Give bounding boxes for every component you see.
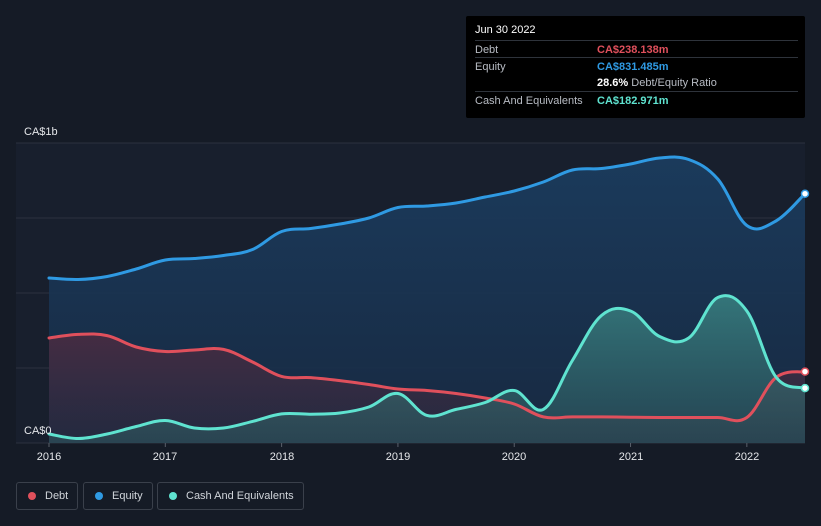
tooltip-row-equity: Equity CA$831.485m: [475, 57, 798, 75]
tooltip-debt-value: CA$238.138m: [597, 44, 669, 56]
legend-debt-label: Debt: [45, 490, 69, 502]
tooltip-row-ratio: 28.6% Debt/Equity Ratio: [475, 74, 798, 91]
x-tick-label: 2020: [501, 451, 527, 463]
legend-equity-dot: [95, 492, 103, 500]
x-tick-label: 2019: [385, 451, 411, 463]
tooltip-cash-label: Cash And Equivalents: [475, 95, 583, 107]
tooltip-row-cash: Cash And Equivalents CA$182.971m: [475, 91, 798, 109]
tooltip-cash-value: CA$182.971m: [597, 95, 669, 107]
legend-cash-dot: [169, 492, 177, 500]
tooltip-ratio-value: 28.6% Debt/Equity Ratio: [597, 77, 717, 89]
tooltip-ratio-suffix: Debt/Equity Ratio: [631, 77, 717, 89]
legend-debt[interactable]: Debt: [16, 482, 78, 510]
debt-area: [49, 333, 805, 443]
x-tick-label: 2021: [618, 451, 644, 463]
x-tick-label: 2022: [734, 451, 760, 463]
legend-cash[interactable]: Cash And Equivalents: [157, 482, 304, 510]
tooltip-row-debt: Debt CA$238.138m: [475, 40, 798, 58]
x-tick-label: 2018: [269, 451, 295, 463]
equity-line: [47, 155, 807, 282]
x-tick-label: 2016: [36, 451, 62, 463]
equity-endpoint-marker: [800, 189, 810, 198]
x-tick-label: 2017: [152, 451, 178, 463]
legend-cash-label: Cash And Equivalents: [186, 490, 294, 502]
y-axis-top-label: CA$1b: [24, 126, 58, 138]
tooltip-debt-label: Debt: [475, 44, 499, 56]
tooltip-equity-value: CA$831.485m: [597, 61, 669, 73]
legend-equity-label: Equity: [112, 490, 143, 502]
hover-tooltip: Jun 30 2022 Debt CA$238.138m Equity CA$8…: [466, 16, 805, 118]
cash-line: [47, 294, 807, 440]
tooltip-date: Jun 30 2022: [475, 24, 536, 36]
debt-endpoint-marker: [800, 367, 810, 376]
cash-area: [49, 295, 805, 443]
cash-endpoint-marker: [800, 383, 810, 393]
tooltip-equity-label: Equity: [475, 61, 506, 73]
debt-line: [47, 332, 807, 423]
legend-equity[interactable]: Equity: [83, 482, 153, 510]
legend-debt-dot: [28, 492, 36, 500]
tooltip-ratio-number: 28.6%: [597, 77, 629, 89]
y-axis-bottom-label: CA$0: [24, 425, 52, 437]
